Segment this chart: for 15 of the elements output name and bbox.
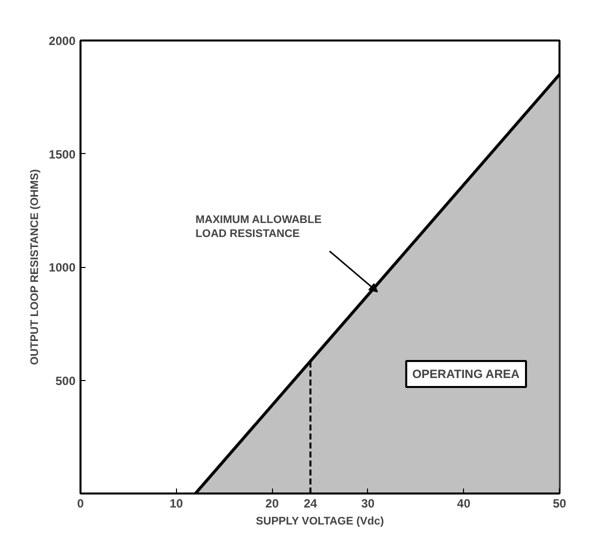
x-tick-label: 10 [170, 496, 184, 510]
annotation: OPERATING AREA [412, 367, 520, 382]
x-tick-label: 30 [361, 496, 375, 510]
x-tick-label: 40 [457, 496, 471, 510]
x-tick-label: 20 [265, 496, 280, 510]
y-axis-title: OUTPUT LOOP RESISTANCE (OHMS) [28, 168, 41, 365]
x-tick-label: 0 [77, 496, 84, 510]
annotation: MAXIMUM ALLOWABLE LOAD RESISTANCE [195, 214, 322, 240]
y-tick-label: 2000 [48, 34, 76, 48]
y-tick-label: 500 [55, 374, 76, 388]
x-tick-label: 24 [304, 496, 318, 510]
y-tick-label: 1500 [48, 147, 76, 162]
x-axis-title: SUPPLY VOLTAGE (Vdc) [256, 516, 384, 528]
y-tick-label: 1000 [48, 260, 76, 274]
x-tick-label: 50 [552, 496, 566, 510]
